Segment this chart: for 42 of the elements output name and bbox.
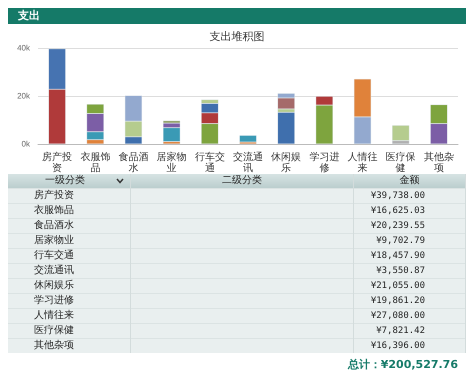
category-label: 衣服饰品 — [34, 205, 74, 216]
text: 总计：¥200,527.76 — [346, 357, 459, 372]
y-tick-label: 40k — [17, 44, 31, 52]
text: ¥39,738.00 — [354, 188, 466, 204]
text: 金额 — [354, 174, 466, 188]
x-tick-label: 人情往 来 — [348, 151, 378, 174]
x-tick-label: 其他杂 项 — [424, 151, 454, 174]
text: ¥9,702.79 — [354, 234, 466, 248]
text: ¥16,625.03 — [354, 204, 466, 218]
x-tick-label: 居家物 业 — [156, 151, 187, 174]
category-label: 学习进修 — [34, 295, 74, 306]
text: 二级分类 — [130, 174, 354, 188]
category-label: 房产投资 — [34, 190, 74, 201]
category-label: 医疗保健 — [34, 325, 74, 336]
x-tick-label: 房产投 资 — [42, 151, 72, 174]
text: 一级分类 — [44, 174, 86, 188]
x-tick-label: 衣服饰 品 — [80, 151, 110, 174]
text: ¥19,861.20 — [354, 294, 466, 308]
x-tick-label: 交流通 讯 — [233, 151, 263, 174]
text: ¥18,457.90 — [354, 248, 466, 264]
category-label: 休闲娱乐 — [34, 280, 74, 291]
text: ¥16,396.00 — [354, 338, 466, 353]
category-label: 居家物业 — [34, 235, 74, 246]
text: ¥20,239.55 — [354, 218, 466, 234]
text: ¥21,055.00 — [354, 278, 466, 294]
text: ¥3,550.87 — [354, 264, 466, 278]
y-tick-label: 20k — [17, 92, 31, 100]
text: ¥7,821.42 — [354, 324, 466, 338]
category-label: 食品酒水 — [34, 220, 74, 231]
text: 支出 — [8, 8, 466, 24]
x-tick-label: 医疗保 健 — [386, 151, 416, 174]
category-label: 行车交通 — [34, 250, 74, 261]
y-tick-label: 0k — [22, 140, 31, 148]
x-tick-label: 休闲娱 乐 — [271, 151, 302, 174]
chart-title: 支出堆积图 — [210, 30, 264, 43]
x-tick-label: 食品酒 水 — [118, 151, 148, 174]
category-label: 人情往来 — [34, 310, 74, 321]
category-label: 其他杂项 — [34, 340, 74, 351]
x-tick-label: 学习进 修 — [309, 151, 340, 174]
text: ¥27,080.00 — [354, 308, 466, 324]
x-tick-label: 行车交 通 — [194, 151, 225, 174]
category-label: 交流通讯 — [34, 265, 74, 276]
